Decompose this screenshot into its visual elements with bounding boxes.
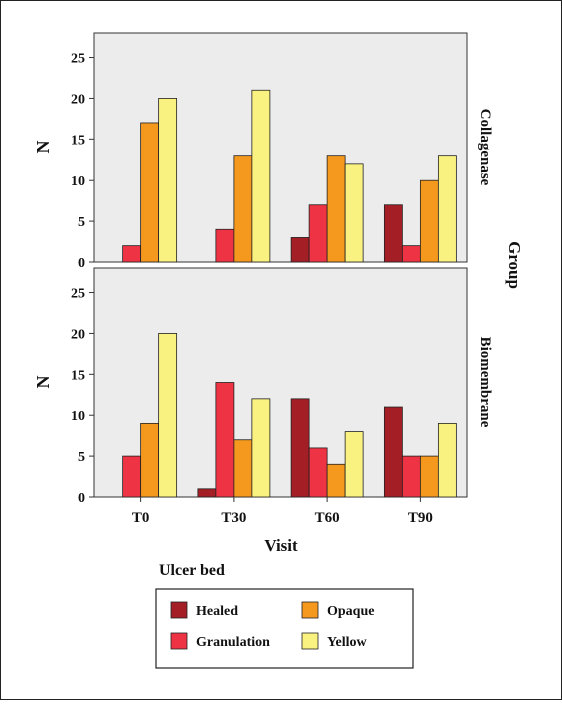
facet-title: Group	[505, 241, 524, 289]
x-tick-label: T0	[132, 510, 150, 526]
panel-bottom-y-label: N	[33, 376, 53, 389]
bar-opaque-t60	[326, 463, 346, 498]
legend-label-yellow: Yellow	[327, 635, 368, 650]
panel-bottom-bars	[122, 333, 457, 498]
bar-granulation-t60	[308, 447, 328, 498]
legend-box	[155, 588, 414, 669]
panel-bottom-group-label: Biomembrane	[477, 337, 493, 428]
legend-entries: Healed Opaque Granulation Yellow	[170, 601, 374, 650]
legend-swatch-yellow	[301, 632, 319, 650]
panel-top: 0 5 10 15 20 25 N Collagenase	[33, 32, 493, 271]
bar-yellow-t30	[251, 89, 271, 263]
bar-opaque-t0	[140, 122, 160, 263]
bar-healed-t60	[290, 237, 310, 263]
bar-yellow-t60	[344, 431, 364, 498]
y-tick-label: 0	[78, 256, 85, 271]
bar-yellow-t90	[437, 155, 457, 263]
legend-label-opaque: Opaque	[327, 604, 374, 619]
x-tick-label: T30	[221, 510, 246, 526]
bar-granulation-t0	[122, 455, 142, 498]
bar-opaque-t0	[140, 422, 160, 498]
bar-opaque-t30	[233, 155, 253, 263]
bar-granulation-t90	[401, 245, 421, 263]
y-tick-label: 10	[71, 174, 85, 189]
bar-opaque-t30	[233, 439, 253, 498]
legend-swatch-granulation	[170, 632, 188, 650]
bar-yellow-t30	[251, 398, 271, 498]
y-tick-label: 0	[78, 491, 85, 506]
bar-healed-t60	[290, 398, 310, 498]
panel-top-y-label: N	[33, 141, 53, 154]
panel-top-y-axis: 0 5 10 15 20 25	[71, 52, 94, 271]
panel-top-group-label: Collagenase	[477, 109, 493, 186]
bar-healed-t90	[383, 204, 403, 263]
bar-granulation-t60	[308, 204, 328, 263]
legend-label-healed: Healed	[196, 604, 238, 619]
bar-granulation-t30	[215, 382, 235, 498]
legend-label-granulation: Granulation	[196, 635, 270, 650]
y-tick-label: 25	[71, 287, 85, 302]
y-tick-label: 15	[71, 368, 85, 383]
bar-healed-t90	[383, 406, 403, 498]
bar-opaque-t60	[326, 155, 346, 263]
y-tick-label: 20	[71, 327, 85, 342]
bar-granulation-t90	[401, 455, 421, 498]
bar-yellow-t60	[344, 163, 364, 263]
bar-granulation-t30	[215, 228, 235, 263]
y-tick-label: 5	[78, 450, 85, 465]
legend-swatch-healed	[170, 601, 188, 619]
y-tick-label: 15	[71, 133, 85, 148]
bar-opaque-t90	[419, 179, 439, 263]
bar-healed-t30	[197, 488, 217, 498]
x-tick-label: T90	[408, 510, 433, 526]
panel-top-bars	[122, 89, 457, 263]
bar-granulation-t0	[122, 245, 142, 263]
bar-yellow-t0	[158, 98, 178, 263]
bar-opaque-t90	[419, 455, 439, 498]
legend-title: Ulcer bed	[159, 562, 225, 579]
bar-yellow-t90	[437, 422, 457, 498]
panel-bottom: 0 5 10 15 20 25 N Biomembrane	[33, 267, 493, 506]
x-axis-title: Visit	[264, 536, 298, 555]
y-tick-label: 5	[78, 215, 85, 230]
y-tick-label: 10	[71, 409, 85, 424]
bar-yellow-t0	[158, 333, 178, 498]
legend-swatch-opaque	[301, 601, 319, 619]
x-tick-label: T60	[315, 510, 340, 526]
y-tick-label: 20	[71, 92, 85, 107]
x-axis: T0 T30 T60 T90	[132, 497, 433, 526]
y-tick-label: 25	[71, 52, 85, 67]
panel-bottom-y-axis: 0 5 10 15 20 25	[71, 287, 94, 506]
